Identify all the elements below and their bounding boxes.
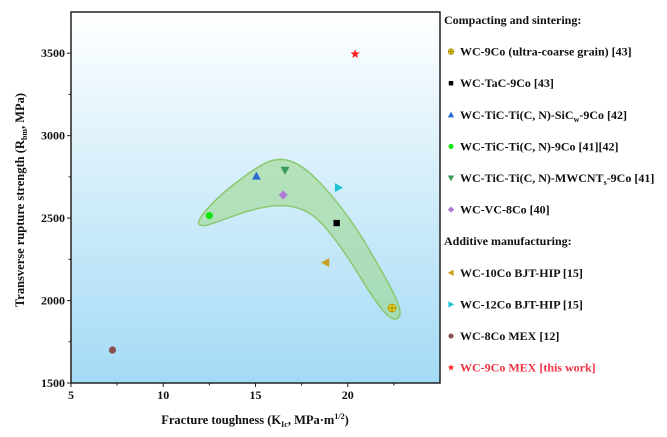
legend-label-text: WC-TiC-Ti(C, N)-SiC xyxy=(460,108,574,122)
legend-marker-0-plus xyxy=(448,48,454,55)
data-point-8 xyxy=(108,346,117,354)
legend-label-tail: -9Co [41] xyxy=(607,171,655,185)
x-tick-label: 15 xyxy=(250,388,262,402)
legend-label: WC-9Co (ultra-coarse grain) [43] xyxy=(460,45,632,59)
legend-marker-4 xyxy=(447,175,455,182)
data-point-9 xyxy=(350,49,360,59)
highlight-region xyxy=(197,158,401,320)
legend-group-title: Compacting and sintering: xyxy=(444,13,581,27)
legend-label-text: WC-10Co BJT-HIP [15] xyxy=(460,266,583,280)
legend-label-text: WC-VC-8Co [40] xyxy=(460,203,550,217)
y-tick-label: 2500 xyxy=(41,211,65,225)
legend-label-text: WC-TiC-Ti(C, N)-9Co [41][42] xyxy=(460,139,619,153)
data-point-7 xyxy=(334,183,344,193)
y-tick-label: 2000 xyxy=(41,294,65,308)
legend-marker-5 xyxy=(447,206,455,213)
legend-marker-2 xyxy=(447,111,455,118)
legend-label-sub: w xyxy=(574,115,580,124)
legend: Compacting and sintering: WC-9Co (ultra-c… xyxy=(444,13,654,375)
legend-label-tail: -9Co [42] xyxy=(579,108,627,122)
legend-group-title: Additive manufacturing: xyxy=(444,234,572,248)
data-point-0 xyxy=(387,303,397,313)
data-point-0-plus xyxy=(387,303,397,313)
legend-label-sub: s xyxy=(604,178,607,187)
legend-marker-6 xyxy=(447,269,454,276)
legend-label: WC-10Co BJT-HIP [15] xyxy=(460,266,583,280)
legend-label-text: WC-TiC-Ti(C, N)-MWCNT xyxy=(460,171,604,185)
legend-label: WC-VC-8Co [40] xyxy=(460,203,550,217)
legend-label: WC-TaC-9Co [43] xyxy=(460,76,554,90)
data-point-2 xyxy=(251,171,261,180)
y-tick-label: 3500 xyxy=(41,46,65,60)
legend-label-text: WC-9Co MEX [this work] xyxy=(460,361,596,375)
y-tick-label: 3000 xyxy=(41,129,65,143)
legend-label-text: WC-TaC-9Co [43] xyxy=(460,76,554,90)
legend-marker-0 xyxy=(447,48,455,55)
x-tick-label: 10 xyxy=(157,388,169,402)
data-point-4 xyxy=(280,166,290,175)
data-point-6 xyxy=(321,258,330,268)
data-point-3 xyxy=(205,212,213,220)
y-tick-label: 1500 xyxy=(41,376,65,390)
legend-label-text: WC-12Co BJT-HIP [15] xyxy=(460,297,583,311)
legend-label: WC-TiC-Ti(C, N)-9Co [41][42] xyxy=(460,139,619,153)
legend-label: WC-8Co MEX [12] xyxy=(460,329,559,343)
legend-label-text: WC-9Co (ultra-coarse grain) [43] xyxy=(460,45,632,59)
legend-marker-3 xyxy=(448,143,454,149)
data-point-5 xyxy=(278,190,288,200)
legend-marker-1 xyxy=(448,80,454,86)
y-axis-label: Transverse rupture strength (Rbm, MPa) xyxy=(13,93,29,307)
legend-label: WC-12Co BJT-HIP [15] xyxy=(460,297,583,311)
legend-label: WC-TiC-Ti(C, N)-MWCNTs-9Co [41] xyxy=(460,171,654,187)
x-tick-label: 20 xyxy=(342,388,354,402)
x-axis-label: Fracture toughness (KIc, MPa·m1/2) xyxy=(161,412,349,429)
legend-marker-7 xyxy=(448,301,455,308)
data-point-1 xyxy=(333,219,340,227)
legend-label: WC-TiC-Ti(C, N)-SiCw-9Co [42] xyxy=(460,108,627,124)
legend-label: WC-9Co MEX [this work] xyxy=(460,361,596,375)
x-tick-label: 5 xyxy=(68,388,74,402)
legend-label-text: WC-8Co MEX [12] xyxy=(460,329,559,343)
legend-marker-9 xyxy=(447,364,455,371)
legend-marker-8 xyxy=(448,333,454,339)
